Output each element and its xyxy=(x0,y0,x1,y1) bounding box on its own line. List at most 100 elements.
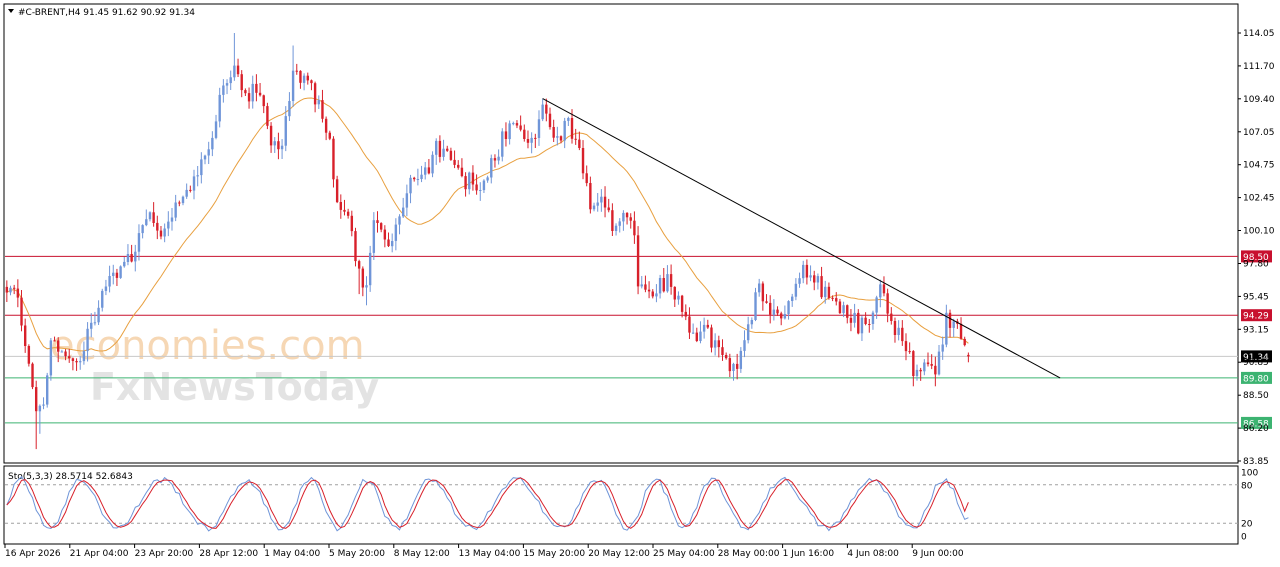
candle-body xyxy=(255,83,258,93)
candle-body xyxy=(273,141,276,146)
moving-average-line xyxy=(6,97,969,352)
candle-body xyxy=(170,217,174,222)
candle-body xyxy=(776,309,779,314)
candle-body xyxy=(376,220,379,223)
candle-body xyxy=(163,228,166,237)
candle-body xyxy=(893,321,897,335)
candle-body xyxy=(677,295,680,300)
candle-body xyxy=(12,287,16,289)
candle-body xyxy=(512,123,515,125)
candle-body xyxy=(842,305,845,314)
price-tag-label: 98.50 xyxy=(1243,253,1269,263)
candle-body xyxy=(735,363,739,369)
price-tag xyxy=(1241,350,1272,363)
candle-body xyxy=(269,125,273,146)
candle-body xyxy=(413,177,416,180)
candle-body xyxy=(222,85,225,95)
candle-body xyxy=(530,137,533,143)
candle-body xyxy=(79,361,82,363)
candle-body xyxy=(890,313,893,321)
stochastic-label: Sto(5,3,3) 28.5714 52.6843 xyxy=(8,472,133,482)
candle-body xyxy=(339,202,342,210)
candle-body xyxy=(185,189,188,197)
candle-body xyxy=(746,324,750,341)
candle-body xyxy=(567,118,570,121)
candle-body xyxy=(618,221,621,226)
candle-body xyxy=(611,210,614,231)
candle-body xyxy=(636,235,640,287)
candle-body xyxy=(860,317,864,334)
candle-body xyxy=(471,172,475,185)
stochastic-tick-label: 80 xyxy=(1241,481,1253,491)
candle-body xyxy=(897,327,900,335)
candle-body xyxy=(945,312,948,345)
collapse-triangle-icon[interactable] xyxy=(8,9,14,13)
candle-body xyxy=(798,278,801,284)
candle-body xyxy=(420,174,423,179)
candle-body xyxy=(31,363,34,388)
x-tick-label: 25 May 04:00 xyxy=(653,549,715,559)
candle-body xyxy=(655,293,658,297)
candle-body xyxy=(431,154,434,174)
candle-body xyxy=(948,312,952,328)
candle-body xyxy=(967,354,970,357)
candle-body xyxy=(126,254,130,262)
candle-body xyxy=(930,364,933,366)
stochastic-axis: 100 80 20 0 xyxy=(1241,469,1258,543)
candle-body xyxy=(534,137,537,139)
candle-body xyxy=(328,132,331,139)
candle-body xyxy=(123,261,126,267)
candle-body xyxy=(60,351,64,353)
candle-body xyxy=(291,70,295,101)
candle-body xyxy=(743,340,746,351)
candle-body xyxy=(145,219,148,226)
candle-body xyxy=(882,284,886,294)
stochastic-oscillator xyxy=(5,476,1238,532)
candle-body xyxy=(424,167,427,175)
candle-body xyxy=(244,90,247,94)
y-tick-label: 95.45 xyxy=(1243,292,1269,302)
watermark-line1: economies.com xyxy=(50,323,365,369)
candle-body xyxy=(934,365,937,375)
candle-body xyxy=(53,340,56,342)
watermark-line2: FxNewsToday xyxy=(90,365,379,409)
candle-body xyxy=(585,173,588,184)
candle-body xyxy=(831,297,834,299)
price-tag-label: 89.80 xyxy=(1243,374,1269,384)
horizontal-levels xyxy=(5,255,1238,424)
stochastic-tick-label: 0 xyxy=(1241,533,1247,543)
candle-body xyxy=(809,275,812,278)
candle-body xyxy=(5,286,9,293)
candle-body xyxy=(86,328,89,352)
price-candles xyxy=(5,33,970,450)
candle-body xyxy=(684,311,687,317)
candle-body xyxy=(453,159,456,165)
candle-body xyxy=(68,356,71,359)
candle-body xyxy=(570,118,574,139)
candle-body xyxy=(596,202,599,206)
candle-body xyxy=(310,80,313,84)
candle-body xyxy=(196,175,199,177)
candle-body xyxy=(875,297,878,313)
candle-body xyxy=(368,252,372,286)
candle-body xyxy=(16,288,20,298)
watermark: economies.com FxNewsToday xyxy=(50,323,379,409)
candle-body xyxy=(519,125,522,130)
candle-body xyxy=(868,324,871,325)
y-tick-label: 93.15 xyxy=(1243,325,1269,335)
candle-body xyxy=(284,116,287,146)
candle-body xyxy=(354,231,357,262)
candle-body xyxy=(152,212,155,223)
candle-body xyxy=(904,341,908,352)
candle-body xyxy=(629,217,632,221)
candle-body xyxy=(662,278,665,292)
candle-body xyxy=(879,284,882,298)
candle-body xyxy=(200,159,203,176)
candle-body xyxy=(288,101,291,117)
candle-body xyxy=(791,296,794,301)
x-tick-label: 13 May 04:00 xyxy=(459,549,521,559)
candle-body xyxy=(97,307,100,323)
candle-body xyxy=(783,314,787,319)
candle-body xyxy=(556,136,559,138)
x-tick-label: 9 Jun 00:00 xyxy=(912,549,964,559)
